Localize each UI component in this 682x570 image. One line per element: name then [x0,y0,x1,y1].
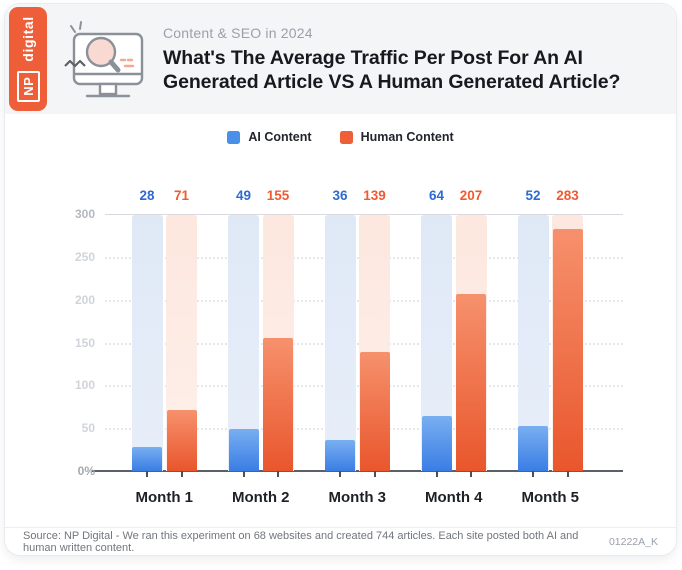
reference-code: 01222A_K [608,535,658,548]
y-axis-tick-label: 250 [74,249,95,264]
value-label-human: 71 [173,188,190,203]
background-column-ai [131,215,163,471]
source-note: Source: NP Digital - We ran this experim… [23,529,579,554]
value-label-human: 155 [266,188,290,203]
bar-human-month-3 [359,351,390,471]
y-axis-tick-label: 150 [74,335,95,350]
value-label-ai: 49 [235,188,252,203]
legend-swatch-ai [227,130,241,144]
x-axis-tick [435,471,438,477]
x-axis-category-label: Month 2 [232,489,290,506]
bar-human-month-1 [166,410,197,471]
bar-ai-month-2 [228,429,259,471]
legend-label: AI Content [248,130,312,144]
page-title: What's The Average Traffic Per Post For … [163,47,643,95]
x-axis-tick [566,471,569,477]
bar-human-month-4 [456,293,486,471]
value-label-ai: 36 [332,188,348,203]
bar-ai-month-3 [325,440,355,471]
bar-ai-month-1 [132,447,162,471]
x-axis-tick [532,471,534,477]
background-column-ai [324,215,356,471]
x-axis-tick [180,471,183,477]
x-axis-tick [339,471,341,477]
bar-ai-month-4 [421,416,452,471]
x-axis-category-label: Month 5 [521,489,580,506]
infographic-card: Content & SEO in 2024 What's The Average… [4,3,677,556]
np-digital-logo: NP digital [9,7,47,111]
value-label-human: 139 [363,188,386,203]
y-axis-tick-label: 100 [74,378,95,393]
x-axis-tick [146,471,148,477]
value-label-human: 283 [556,188,579,203]
legend-item-human-content: Human Content [339,130,454,144]
title-line-1: What's The Average Traffic Per Post For … [163,47,583,69]
header-band: Content & SEO in 2024 What's The Average… [5,4,676,114]
x-axis-tick [470,471,472,477]
value-label-ai: 64 [428,188,445,203]
np-digital-logo-tab: NP digital [9,7,47,111]
monitor-magnifier-icon [57,16,157,113]
np-logo-box: NP [16,70,40,102]
legend-label: Human Content [360,130,454,144]
gridline-300 [105,214,623,215]
chart-legend: AI Content Human Content [5,130,676,144]
value-label-ai: 28 [139,188,155,203]
x-axis-tick [373,471,376,477]
bar-ai-month-5 [518,426,548,471]
background-column-ai [228,215,259,471]
y-axis-tick-label: 200 [74,292,95,307]
x-axis-tick [242,471,245,477]
x-axis-category-label: Month 1 [135,489,194,506]
legend-item-ai-content: AI Content [227,130,312,144]
bar-chart-plot-area: 300 250 200 150 100 50 0% 28 71 Month 1 49 155 Month… [75,188,623,506]
x-axis-category-label: Month 4 [425,489,483,506]
eyebrow-label: Content & SEO in 2024 [163,25,313,41]
x-axis-tick [277,471,279,477]
value-label-ai: 52 [525,188,541,203]
y-axis-tick-label: 50 [81,421,95,436]
title-line-2: Generated Article VS A Human Generated A… [163,70,621,93]
bar-human-month-5 [552,228,583,471]
x-axis-category-label: Month 3 [328,489,387,506]
y-axis-tick-label: 300 [74,207,95,221]
value-label-human: 207 [459,188,483,203]
digital-wordmark: digital [20,16,36,62]
header-text-block: Content & SEO in 2024 What's The Average… [163,25,643,95]
bar-human-month-2 [263,338,293,471]
footer: Source: NP Digital - We ran this experim… [5,527,676,555]
x-axis-baseline [92,470,623,472]
y-axis-tick-label: 0% [77,464,95,478]
legend-swatch-human [339,130,353,144]
